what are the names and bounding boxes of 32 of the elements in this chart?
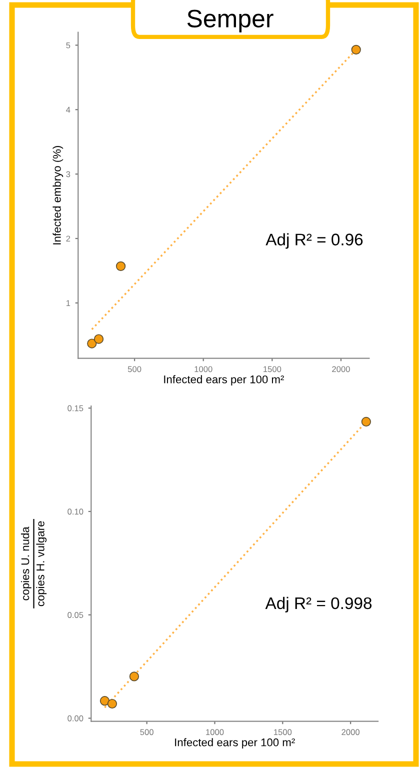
x-tick-label: 1000	[194, 366, 212, 372]
x-tick-label: 2000	[332, 366, 350, 372]
x-tick-label: 1500	[264, 366, 282, 372]
point	[129, 672, 140, 682]
x-tick-label: 1500	[274, 729, 292, 736]
y-tick-label: 0.15	[68, 405, 84, 412]
y-axis-title: copies U. nuda copies H. vulgare	[20, 521, 47, 606]
x-tick-label: 500	[128, 366, 142, 372]
chart-title: Semper	[187, 10, 274, 32]
point	[100, 696, 110, 706]
point	[361, 416, 371, 427]
x-tick-label: 500	[140, 729, 154, 736]
y-tick-label: 0.10	[68, 508, 84, 515]
x-axis-title: Infected ears per 100 m²	[164, 375, 284, 386]
annotation: Adj R² = 0.998	[265, 596, 372, 612]
point	[116, 261, 126, 272]
x-tick-label: 2000	[342, 729, 360, 736]
point	[87, 338, 97, 348]
point	[94, 334, 104, 344]
y-tick-label: 3	[66, 171, 70, 178]
annotation: Adj R² = 0.96	[266, 233, 363, 249]
point	[351, 44, 361, 55]
y-tick-label: 0.05	[68, 612, 84, 618]
y-tick-label: 2	[66, 236, 70, 242]
y-tick-label: 0.00	[68, 715, 84, 722]
y-tick-label: 1	[66, 300, 70, 306]
x-axis-title: Infected ears per 100 m²	[175, 738, 295, 748]
y-tick-label: 4	[66, 106, 70, 113]
point	[107, 698, 118, 709]
y-tick-label: 5	[66, 42, 70, 48]
x-tick-label: 1000	[206, 729, 224, 736]
y-axis-title: Infected embryo (%)	[52, 146, 64, 244]
